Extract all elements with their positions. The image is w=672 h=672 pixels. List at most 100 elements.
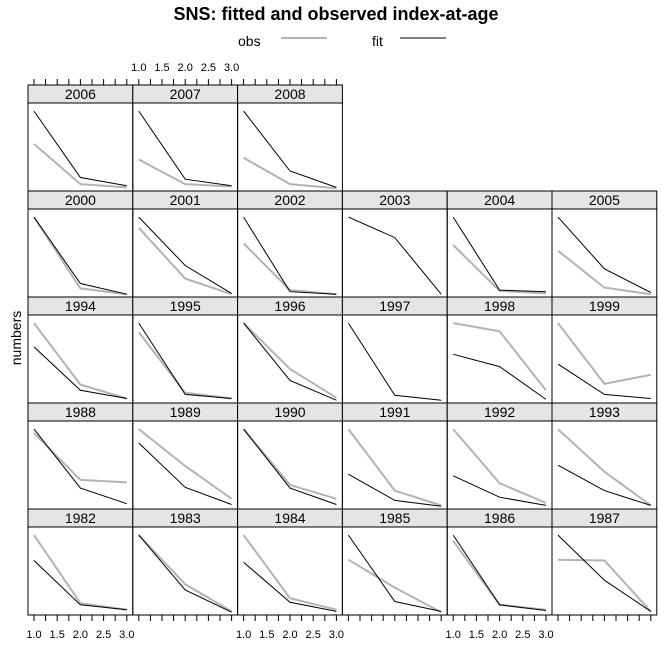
series-line-fit [138, 216, 232, 294]
x-tick-label: 3.0 [119, 629, 134, 641]
series-line-fit [138, 534, 232, 613]
x-axis-col-2: 1.0 1.5 2.0 2.5 3.0 [236, 615, 344, 641]
x-tick-label: 3.0 [329, 629, 344, 641]
panel-frame [341, 314, 448, 404]
panel-2001: 2001 [132, 190, 239, 298]
panel-frame [446, 208, 553, 298]
panel-strip-label: 1997 [379, 298, 410, 314]
series-line-obs [138, 227, 232, 296]
series-line-fit [347, 322, 442, 401]
panel-strip-label: 1985 [379, 510, 410, 526]
panel-strip-label: 2008 [274, 86, 305, 102]
panel-strip-label: 2007 [170, 86, 201, 102]
panel-1991: 1991 [341, 402, 448, 510]
series-line-fit [138, 322, 232, 399]
x-axis-col-1: 1.0 1.5 2.0 2.5 3.0 [131, 62, 239, 85]
series-line-obs [452, 428, 547, 504]
panel-strip-label: 1984 [274, 510, 305, 526]
chart-title: SNS: fitted and observed index-at-age [173, 4, 499, 24]
series-line-fit [557, 363, 651, 399]
panel-2007: 2007 [132, 84, 239, 192]
panel-1998: 1998 [446, 296, 553, 404]
x-tick-label: 1.5 [154, 62, 169, 74]
x-tick-label: 1.5 [50, 629, 65, 641]
series-line-obs [33, 534, 127, 611]
panel-strip-label: 2001 [170, 192, 201, 208]
panel-strip-label: 1988 [65, 404, 96, 420]
series-line-obs [453, 322, 547, 391]
panel-1984: 1984 [237, 508, 343, 616]
x-tick-label: 2.0 [73, 629, 88, 641]
x-axis-ticks-col-5 [557, 615, 652, 621]
series-line-fit [33, 346, 127, 399]
series-line-obs [242, 242, 337, 296]
series-line-obs [557, 428, 652, 507]
series-line-fit [452, 216, 547, 293]
panel-frame [446, 420, 553, 510]
series-line-obs [33, 322, 128, 400]
panel-strip-label: 2003 [379, 192, 410, 208]
series-line-fit [138, 110, 232, 187]
panel-1985: 1985 [341, 508, 448, 616]
series-line-fit [557, 216, 652, 293]
series-line-fit [348, 216, 442, 295]
series-line-obs [138, 428, 233, 500]
panel-strip-label: 1990 [274, 404, 305, 420]
series-line-obs [557, 558, 652, 613]
x-tick-label: 2.5 [96, 629, 111, 641]
panel-strip-label: 2006 [65, 86, 96, 102]
panel-strip-label: 1989 [170, 404, 201, 420]
panel-frame [132, 208, 239, 298]
panel-frame [132, 102, 239, 192]
series-line-fit [243, 428, 337, 505]
series-line-obs [33, 216, 127, 296]
x-tick-label: 3.0 [224, 62, 239, 74]
panel-2008: 2008 [237, 84, 343, 192]
panel-frame [341, 420, 448, 510]
panel-1990: 1990 [237, 402, 343, 510]
panel-strip-label: 2004 [484, 192, 515, 208]
x-tick-label: 2.0 [178, 62, 193, 74]
series-line-fit [243, 322, 337, 401]
series-line-fit [33, 428, 127, 505]
panel-strip-label: 1983 [170, 510, 201, 526]
series-line-obs [138, 158, 232, 188]
series-line-fit [33, 216, 127, 295]
x-axis-col-0: 1.0 1.5 2.0 2.5 3.0 [26, 615, 134, 641]
panel-strip-label: 2005 [589, 192, 620, 208]
series-line-obs [243, 156, 337, 190]
x-tick-label: 1.0 [236, 629, 251, 641]
series-line-fit [243, 561, 337, 612]
panel-strip-label: 1996 [274, 298, 305, 314]
panel-1997: 1997 [341, 296, 448, 404]
panel-strip-label: 1987 [589, 510, 620, 526]
x-tick-label: 1.0 [131, 62, 146, 74]
series-line-fit [243, 110, 337, 188]
panel-frame [132, 526, 239, 616]
panel-2006: 2006 [27, 84, 134, 192]
x-tick-label: 1.0 [446, 629, 461, 641]
panel-1992: 1992 [446, 402, 553, 510]
panel-1987: 1987 [551, 508, 658, 616]
panel-frame [551, 314, 658, 404]
panel-2000: 2000 [27, 190, 134, 298]
series-line-obs [138, 331, 232, 400]
panel-frame [341, 208, 448, 298]
panel-strip-label: 1992 [484, 404, 515, 420]
panel-1986: 1986 [446, 508, 553, 616]
x-axis-col-4: 1.0 1.5 2.0 2.5 3.0 [446, 615, 554, 641]
series-line-obs [33, 143, 127, 189]
panel-frame [446, 314, 553, 404]
series-line-fit [453, 353, 547, 400]
series-line-obs [557, 249, 651, 296]
series-line-fit [33, 560, 127, 611]
panel-strip-label: 1995 [170, 298, 201, 314]
panel-2005: 2005 [551, 190, 658, 298]
panel-strip-label: 2000 [65, 192, 96, 208]
x-tick-label: 2.5 [515, 629, 530, 641]
x-axis-top-ticks-col-2 [243, 79, 337, 85]
series-line-obs [242, 534, 337, 611]
panel-1983: 1983 [132, 508, 239, 616]
panel-1993: 1993 [551, 402, 658, 510]
